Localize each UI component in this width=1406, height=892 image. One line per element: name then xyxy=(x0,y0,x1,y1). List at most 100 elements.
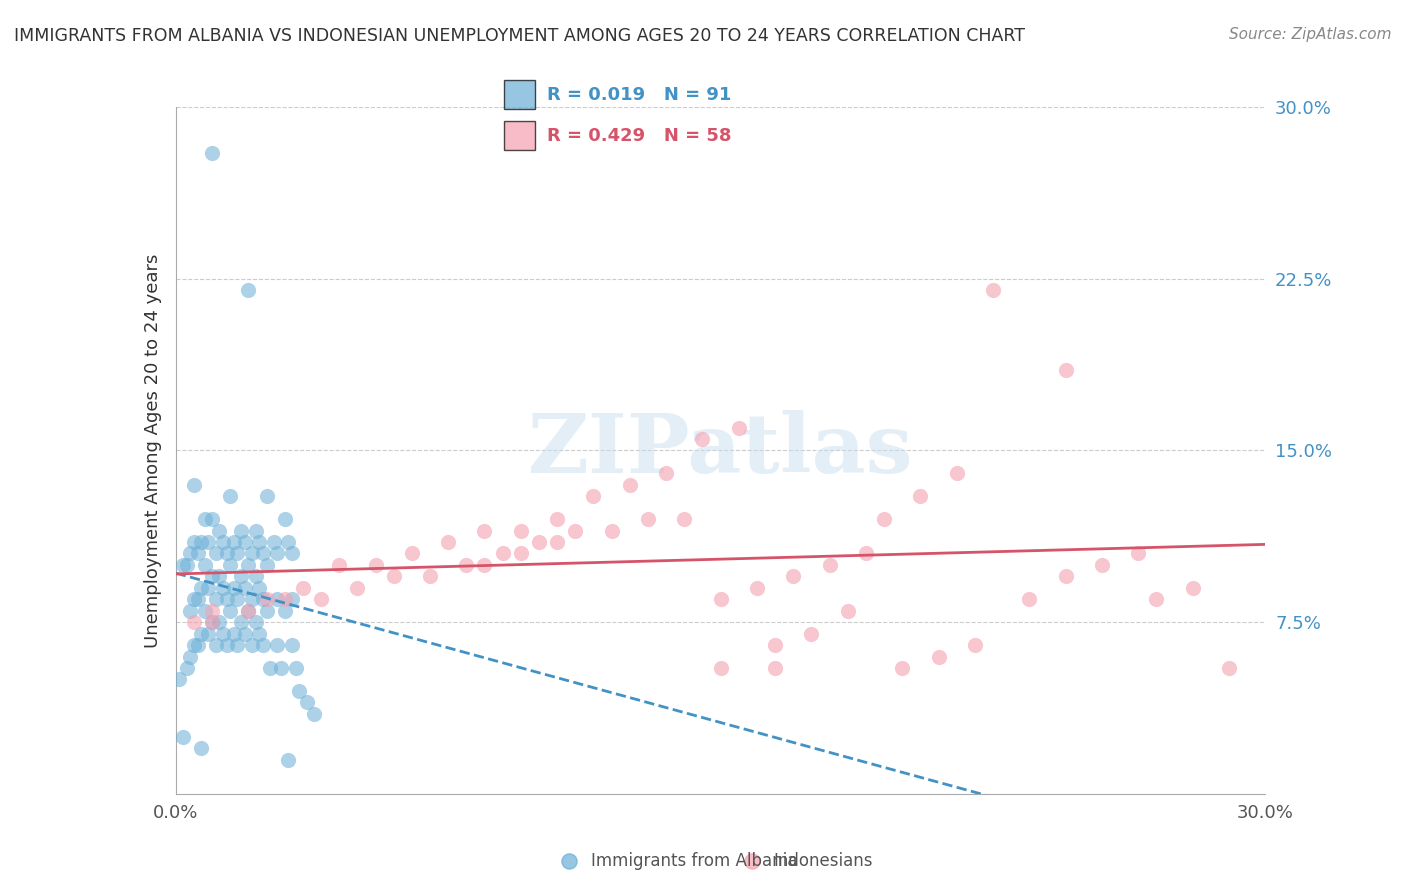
Point xyxy=(172,558,194,572)
Point xyxy=(818,558,841,572)
Point xyxy=(1054,569,1077,583)
Point xyxy=(194,512,217,526)
Point xyxy=(710,592,733,607)
Point xyxy=(186,546,209,561)
Point xyxy=(219,558,242,572)
Point xyxy=(309,592,332,607)
Point xyxy=(437,535,460,549)
Point xyxy=(782,569,804,583)
Point xyxy=(800,626,823,640)
Point xyxy=(1054,363,1077,377)
Point xyxy=(1181,581,1204,595)
Point xyxy=(212,581,235,595)
Point xyxy=(963,638,986,652)
Point xyxy=(302,706,325,721)
Point xyxy=(179,649,201,664)
Point xyxy=(190,626,212,640)
Point xyxy=(582,489,605,503)
Point xyxy=(619,478,641,492)
Point xyxy=(873,512,896,526)
Point xyxy=(256,592,278,607)
Point xyxy=(763,661,786,675)
Point xyxy=(382,569,405,583)
Point xyxy=(1218,661,1240,675)
Point xyxy=(266,546,288,561)
Point xyxy=(837,604,859,618)
Point xyxy=(346,581,368,595)
Point xyxy=(245,615,267,630)
Text: R = 0.429   N = 58: R = 0.429 N = 58 xyxy=(547,127,731,145)
Point xyxy=(201,569,224,583)
Point xyxy=(945,467,967,481)
Text: IMMIGRANTS FROM ALBANIA VS INDONESIAN UNEMPLOYMENT AMONG AGES 20 TO 24 YEARS COR: IMMIGRANTS FROM ALBANIA VS INDONESIAN UN… xyxy=(14,27,1025,45)
Point xyxy=(226,592,249,607)
Point xyxy=(247,626,270,640)
Point xyxy=(204,638,226,652)
Point xyxy=(190,581,212,595)
Point xyxy=(474,524,496,538)
Point xyxy=(364,558,387,572)
Point xyxy=(655,467,678,481)
Point xyxy=(266,638,288,652)
Point xyxy=(546,535,568,549)
Point xyxy=(212,535,235,549)
Point xyxy=(600,524,623,538)
Point xyxy=(252,638,274,652)
Point xyxy=(183,535,205,549)
Point xyxy=(263,535,285,549)
Point xyxy=(558,854,581,868)
Point xyxy=(222,535,245,549)
Point xyxy=(186,592,209,607)
Point xyxy=(197,535,219,549)
Point xyxy=(179,546,201,561)
Point xyxy=(204,546,226,561)
Point xyxy=(274,592,297,607)
Point xyxy=(673,512,696,526)
Point xyxy=(291,581,314,595)
Point xyxy=(1146,592,1168,607)
Y-axis label: Unemployment Among Ages 20 to 24 years: Unemployment Among Ages 20 to 24 years xyxy=(143,253,162,648)
Point xyxy=(226,638,249,652)
Point xyxy=(190,535,212,549)
Point xyxy=(201,145,224,160)
Point xyxy=(240,592,263,607)
Point xyxy=(183,592,205,607)
Point xyxy=(256,604,278,618)
Point xyxy=(745,581,768,595)
Point xyxy=(281,592,304,607)
Point xyxy=(201,615,224,630)
Point xyxy=(183,615,205,630)
Point xyxy=(238,604,260,618)
Point xyxy=(231,615,253,630)
Point xyxy=(190,741,212,756)
Point xyxy=(546,512,568,526)
Point xyxy=(194,604,217,618)
Point xyxy=(231,524,253,538)
Point xyxy=(692,432,714,446)
Point xyxy=(1128,546,1150,561)
Point xyxy=(928,649,950,664)
Point xyxy=(215,638,238,652)
Text: Indonesians: Indonesians xyxy=(773,852,873,870)
Point xyxy=(256,489,278,503)
Point xyxy=(183,638,205,652)
Point xyxy=(981,283,1004,297)
Point xyxy=(419,569,441,583)
Point xyxy=(222,626,245,640)
Point xyxy=(637,512,659,526)
Point xyxy=(197,581,219,595)
Point xyxy=(201,604,224,618)
Point xyxy=(492,546,515,561)
Point xyxy=(204,592,226,607)
Point xyxy=(259,661,281,675)
Point xyxy=(741,854,763,868)
Text: ZIPatlas: ZIPatlas xyxy=(527,410,914,491)
Point xyxy=(1018,592,1040,607)
Point xyxy=(238,283,260,297)
Point xyxy=(474,558,496,572)
Point xyxy=(295,695,318,709)
Point xyxy=(274,604,297,618)
Text: R = 0.019   N = 91: R = 0.019 N = 91 xyxy=(547,86,731,103)
Point xyxy=(197,626,219,640)
Point xyxy=(233,581,256,595)
